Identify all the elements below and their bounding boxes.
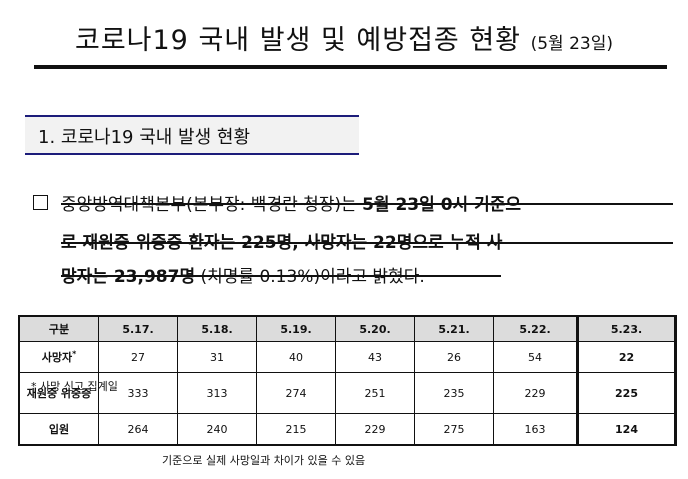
document-title: 코로나19 국내 발생 및 예방접종 현황 (5월 23일) [0, 18, 688, 57]
paragraph-line-2: 로 재원중 위중증 환자는 225명, 사망자는 22명으로 누적 사 [61, 233, 503, 253]
table-cell: 43 [335, 341, 415, 373]
table-cell: 31 [177, 341, 257, 373]
table-cell: 27 [98, 341, 178, 373]
title-underline [34, 65, 667, 69]
paragraph-line-3a: 망자는 23,987명 [61, 267, 196, 287]
row-label-sup: * [72, 349, 77, 359]
row-label: 입원 [19, 413, 99, 445]
table-cell: 26 [414, 341, 494, 373]
paragraph-line-3b: (치명률 0.13%)이라고 밝혔다. [195, 267, 425, 287]
table-header-cell: 5.18. [177, 316, 257, 342]
table-cell: 240 [177, 413, 257, 445]
paragraph-line-1a: 중앙방역대책본부(본부장: 백경란 청장)는 [61, 195, 363, 215]
bullet-checkbox-icon [33, 195, 48, 210]
section-heading: 1. 코로나19 국내 발생 현황 [38, 127, 251, 148]
row-label-text: 사망자 [41, 351, 73, 364]
table-header-cell: 5.23. [576, 316, 675, 342]
section-heading-box: 1. 코로나19 국내 발생 현황 [25, 115, 359, 155]
table-header-row: 구분 5.17. 5.18. 5.19. 5.20. 5.21. 5.22. 5… [19, 316, 675, 342]
table-cell: 313 [177, 372, 257, 414]
table-footnote: * 사망 신고 집계일 [31, 380, 118, 393]
table-header-cell: 5.17. [98, 316, 178, 342]
table-cell: 264 [98, 413, 178, 445]
stats-table: 구분 5.17. 5.18. 5.19. 5.20. 5.21. 5.22. 5… [19, 316, 675, 445]
table-cell: 275 [414, 413, 494, 445]
table-row: 입원 264 240 215 229 275 163 124 [19, 413, 675, 445]
paragraph-line-3: 망자는 23,987명 (치명률 0.13%)이라고 밝혔다. [61, 262, 501, 287]
table-cell: 274 [256, 372, 336, 414]
title-main: 코로나19 국내 발생 및 예방접종 현황 [74, 25, 522, 56]
table-cell: 40 [256, 341, 336, 373]
table-header-cell: 5.19. [256, 316, 336, 342]
table-header-cell: 5.20. [335, 316, 415, 342]
row-label: 사망자* [19, 341, 99, 373]
table-cell: 22 [576, 341, 675, 373]
strike-line-1 [61, 203, 673, 205]
table-cell: 124 [576, 413, 675, 445]
table-header-cell: 5.22. [493, 316, 578, 342]
row-label-text: 재원중 위중증 [26, 386, 92, 400]
title-date: (5월 23일) [530, 34, 614, 54]
table-row: 사망자* 27 31 40 43 26 54 22 [19, 341, 675, 373]
table-cell: 163 [493, 413, 578, 445]
table-cell: 229 [493, 372, 578, 414]
table-cell: 251 [335, 372, 415, 414]
table-cell: 54 [493, 341, 578, 373]
table-header-cell: 구분 [19, 316, 99, 342]
table-cell: 215 [256, 413, 336, 445]
table-cell: 235 [414, 372, 494, 414]
table-cell: 229 [335, 413, 415, 445]
table-cell: 225 [576, 372, 675, 414]
strike-line-3 [61, 275, 501, 277]
table-cell: 333 [98, 372, 178, 414]
bottom-note: 기준으로 실제 사망일과 차이가 있을 수 있음 [162, 454, 366, 467]
paragraph-line-1b: 5월 23일 0시 기준으 [362, 195, 522, 215]
table-row: 재원중 위중증 333 313 274 251 235 229 225 [19, 372, 675, 414]
paragraph-line-1: 중앙방역대책본부(본부장: 백경란 청장)는 5월 23일 0시 기준으 [61, 190, 673, 215]
strike-line-2 [61, 242, 673, 244]
table-header-cell: 5.21. [414, 316, 494, 342]
